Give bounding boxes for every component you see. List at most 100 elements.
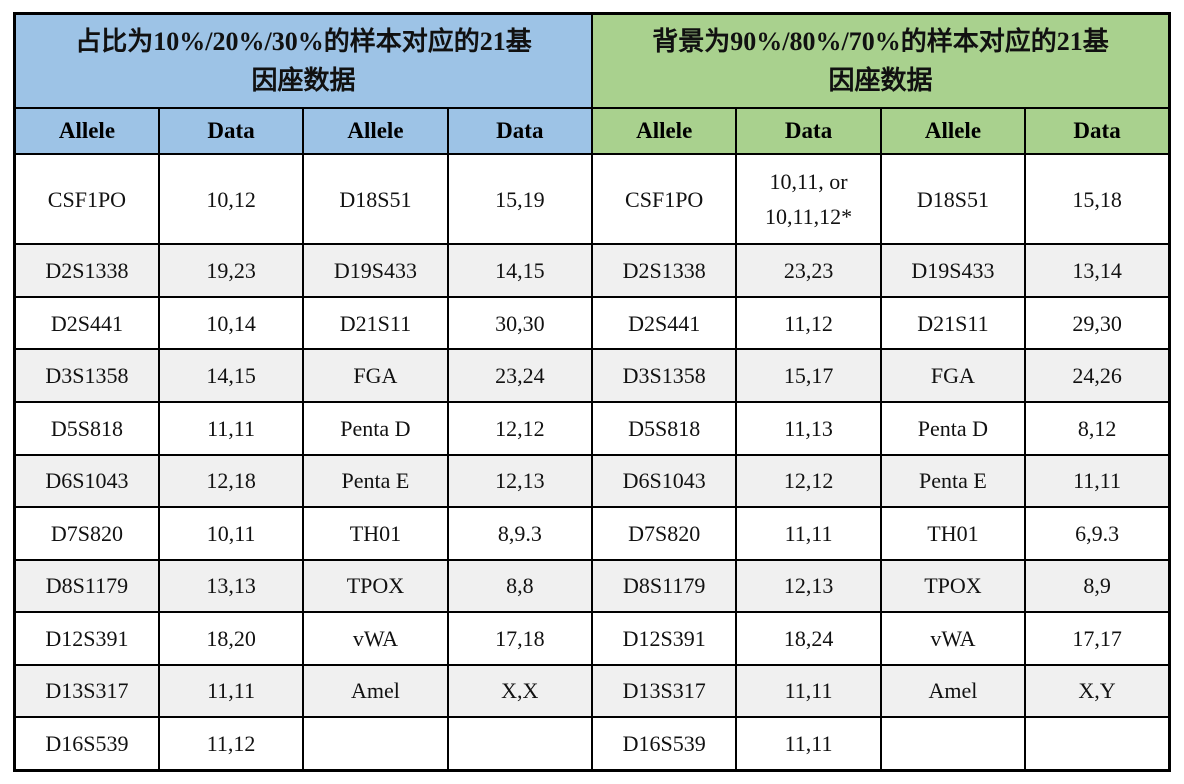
allele-cell: D5S818 (13, 401, 160, 456)
allele-cell: Penta D (302, 401, 449, 456)
data-cell: 12,13 (735, 558, 882, 614)
allele-cell: D3S1358 (13, 348, 160, 404)
allele-cell: TH01 (302, 506, 449, 561)
allele-cell: D16S539 (590, 716, 738, 772)
data-cell: 18,20 (157, 611, 305, 666)
column-header-data-right-1: Data (735, 107, 882, 155)
left-panel-title: 占比为10%/20%/30%的样本对应的21基 因座数据 (13, 12, 593, 109)
allele-cell: D2S441 (590, 295, 738, 351)
column-header-allele-right-2: Allele (879, 107, 1027, 155)
table-body: CSF1PO 10,12 D18S51 15,19 CSF1PO 10,11, or 10… (13, 152, 1171, 772)
data-cell: 11,13 (735, 401, 882, 456)
data-cell: 12,12 (446, 401, 594, 456)
allele-cell: D18S51 (302, 152, 449, 246)
allele-cell: D19S433 (302, 243, 449, 298)
title-row: 占比为10%/20%/30%的样本对应的21基 因座数据 背景为90%/80%/… (13, 12, 1171, 109)
data-cell: 13,14 (1024, 243, 1171, 298)
data-cell: 8,8 (446, 558, 594, 614)
allele-cell: Amel (879, 663, 1027, 719)
allele-cell: Penta E (302, 453, 449, 509)
allele-cell: D2S1338 (13, 243, 160, 298)
data-cell: 14,15 (157, 348, 305, 404)
data-cell: 8,9 (1024, 558, 1171, 614)
data-cell: 17,17 (1024, 611, 1171, 666)
data-cell: 18,24 (735, 611, 882, 666)
allele-cell: TPOX (302, 558, 449, 614)
data-cell: 14,15 (446, 243, 594, 298)
data-cell: 6,9.3 (1024, 506, 1171, 561)
allele-cell: CSF1PO (590, 152, 738, 246)
data-cell: X,X (446, 663, 594, 719)
allele-cell: D21S11 (302, 295, 449, 351)
data-cell: 17,18 (446, 611, 594, 666)
data-cell: 12,13 (446, 453, 594, 509)
column-header-row: Allele Data Allele Data Allele Data Allele Data (13, 107, 1171, 155)
data-cell: 11,11 (157, 401, 305, 456)
table-row: D3S1358 14,15 FGA 23,24 D3S1358 15,17 FGA 24,26 (13, 348, 1171, 404)
table-row: D2S441 10,14 D21S11 30,30 D2S441 11,12 D21S11 2… (13, 295, 1171, 351)
table-row: D7S820 10,11 TH01 8,9.3 D7S820 11,11 TH01 6,9.3 (13, 506, 1171, 561)
data-cell: 30,30 (446, 295, 594, 351)
allele-cell: vWA (302, 611, 449, 666)
data-cell: 15,19 (446, 152, 594, 246)
allele-cell: FGA (302, 348, 449, 404)
allele-cell: Penta D (879, 401, 1027, 456)
allele-cell: D12S391 (590, 611, 738, 666)
column-header-allele-left-2: Allele (302, 107, 449, 155)
data-cell (446, 716, 594, 772)
allele-cell: D6S1043 (13, 453, 160, 509)
column-header-data-right-3: Data (1024, 107, 1171, 155)
allele-cell: D13S317 (590, 663, 738, 719)
data-cell: 23,24 (446, 348, 594, 404)
allele-cell (302, 716, 449, 772)
data-cell: 11,11 (1024, 453, 1171, 509)
data-cell: 15,17 (735, 348, 882, 404)
allele-cell: D7S820 (590, 506, 738, 561)
allele-cell: D3S1358 (590, 348, 738, 404)
allele-cell: vWA (879, 611, 1027, 666)
data-cell: 11,11 (157, 663, 305, 719)
genotype-table: 占比为10%/20%/30%的样本对应的21基 因座数据 背景为90%/80%/… (13, 12, 1171, 772)
table-row: D2S1338 19,23 D19S433 14,15 D2S1338 23,23 D19S… (13, 243, 1171, 298)
data-cell: 24,26 (1024, 348, 1171, 404)
data-cell: X,Y (1024, 663, 1171, 719)
allele-cell: D18S51 (879, 152, 1027, 246)
data-cell: 11,11 (735, 506, 882, 561)
allele-cell: D8S1179 (590, 558, 738, 614)
data-cell (1024, 716, 1171, 772)
column-header-data-left-3: Data (446, 107, 594, 155)
data-cell: 8,12 (1024, 401, 1171, 456)
data-cell: 12,12 (735, 453, 882, 509)
allele-cell: D12S391 (13, 611, 160, 666)
data-cell: 15,18 (1024, 152, 1171, 246)
data-cell: 23,23 (735, 243, 882, 298)
data-cell: 29,30 (1024, 295, 1171, 351)
allele-cell: CSF1PO (13, 152, 160, 246)
table-row: D12S391 18,20 vWA 17,18 D12S391 18,24 vWA 17,17 (13, 611, 1171, 666)
allele-cell: FGA (879, 348, 1027, 404)
column-header-allele-right-0: Allele (590, 107, 738, 155)
allele-cell: Penta E (879, 453, 1027, 509)
allele-cell: D21S11 (879, 295, 1027, 351)
allele-cell: D16S539 (13, 716, 160, 772)
data-cell: 12,18 (157, 453, 305, 509)
data-cell: 19,23 (157, 243, 305, 298)
table-row: D13S317 11,11 Amel X,X D13S317 11,11 Amel X,Y (13, 663, 1171, 719)
data-cell: 11,11 (735, 716, 882, 772)
data-cell: 11,12 (157, 716, 305, 772)
table-row: D6S1043 12,18 Penta E 12,13 D6S1043 12,12 Pent… (13, 453, 1171, 509)
allele-cell: D5S818 (590, 401, 738, 456)
data-cell: 10,14 (157, 295, 305, 351)
right-panel-title: 背景为90%/80%/70%的样本对应的21基 因座数据 (591, 12, 1171, 109)
allele-cell: D2S1338 (590, 243, 738, 298)
table-row: CSF1PO 10,12 D18S51 15,19 CSF1PO 10,11, or 10… (13, 152, 1171, 246)
column-header-allele-left-0: Allele (13, 107, 160, 155)
allele-cell (879, 716, 1027, 772)
data-cell: 10,11, or 10,11,12* (735, 152, 882, 246)
data-cell: 11,11 (735, 663, 882, 719)
data-cell: 13,13 (157, 558, 305, 614)
allele-cell: D7S820 (13, 506, 160, 561)
table-row: D16S539 11,12 D16S539 11,11 (13, 716, 1171, 772)
table-row: D5S818 11,11 Penta D 12,12 D5S818 11,13 Penta … (13, 401, 1171, 456)
